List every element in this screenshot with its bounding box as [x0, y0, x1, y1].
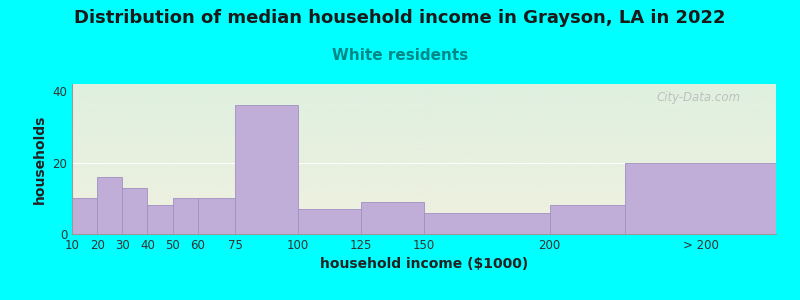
Bar — [361, 202, 424, 234]
Bar — [147, 206, 173, 234]
Text: Distribution of median household income in Grayson, LA in 2022: Distribution of median household income … — [74, 9, 726, 27]
Bar — [173, 198, 198, 234]
Bar — [298, 209, 361, 234]
Bar — [550, 206, 625, 234]
Bar — [97, 177, 122, 234]
Bar — [625, 163, 776, 234]
Bar — [122, 188, 147, 234]
Bar — [198, 198, 235, 234]
Y-axis label: households: households — [33, 114, 46, 204]
Bar — [235, 105, 298, 234]
Bar — [72, 198, 97, 234]
Text: City-Data.com: City-Data.com — [656, 92, 741, 104]
Text: White residents: White residents — [332, 48, 468, 63]
X-axis label: household income ($1000): household income ($1000) — [320, 257, 528, 272]
Bar — [424, 213, 550, 234]
